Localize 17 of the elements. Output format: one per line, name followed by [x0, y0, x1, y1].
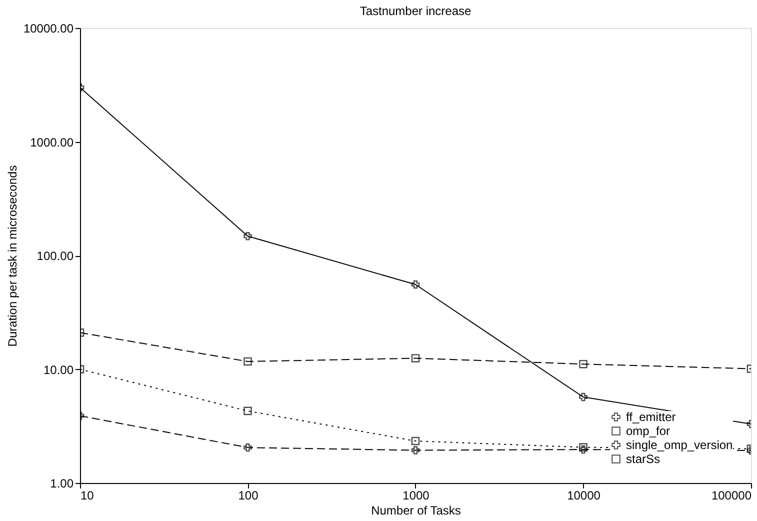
chart-title: Tastnumber increase: [360, 4, 472, 18]
y-tick-label: 1000.00: [30, 135, 74, 150]
x-tick-label: 100: [238, 488, 259, 502]
legend-label: single_omp_version: [626, 438, 733, 452]
legend-label: starSs: [626, 452, 660, 466]
x-tick-label: 10000: [567, 488, 601, 502]
y-tick-label: 100.00: [36, 249, 74, 263]
x-axis-title: Number of Tasks: [371, 504, 461, 518]
legend-label: omp_for: [626, 424, 670, 438]
y-axis-title: Duration per task in microseconds: [5, 165, 20, 347]
x-tick-label: 1000: [402, 488, 430, 502]
y-tick-label: 1.00: [50, 476, 74, 490]
y-tick-label: 10.00: [43, 362, 74, 377]
y-tick-label: 10000.00: [23, 22, 74, 36]
x-tick-label: 10: [80, 488, 94, 502]
x-tick-label: 100000: [711, 488, 752, 502]
legend-label: ff_emitter: [626, 410, 676, 424]
